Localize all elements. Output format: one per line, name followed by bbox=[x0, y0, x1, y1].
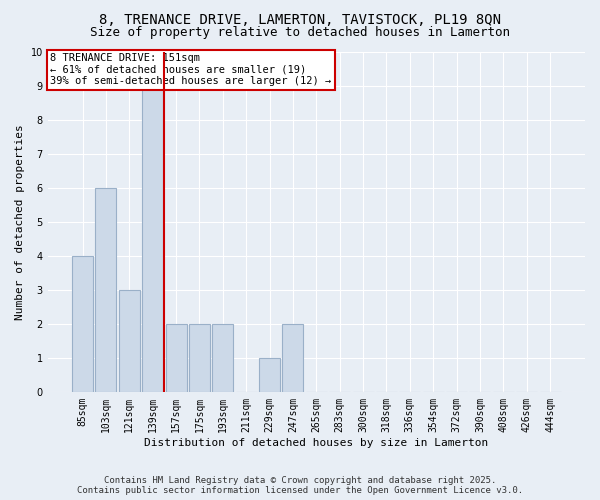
Text: 8, TRENANCE DRIVE, LAMERTON, TAVISTOCK, PL19 8QN: 8, TRENANCE DRIVE, LAMERTON, TAVISTOCK, … bbox=[99, 12, 501, 26]
Bar bbox=[189, 324, 210, 392]
Bar bbox=[283, 324, 304, 392]
Bar bbox=[212, 324, 233, 392]
Bar bbox=[142, 86, 163, 392]
Bar bbox=[166, 324, 187, 392]
X-axis label: Distribution of detached houses by size in Lamerton: Distribution of detached houses by size … bbox=[144, 438, 488, 448]
Bar bbox=[259, 358, 280, 392]
Text: Contains HM Land Registry data © Crown copyright and database right 2025.
Contai: Contains HM Land Registry data © Crown c… bbox=[77, 476, 523, 495]
Y-axis label: Number of detached properties: Number of detached properties bbox=[15, 124, 25, 320]
Bar bbox=[72, 256, 93, 392]
Text: 8 TRENANCE DRIVE: 151sqm
← 61% of detached houses are smaller (19)
39% of semi-d: 8 TRENANCE DRIVE: 151sqm ← 61% of detach… bbox=[50, 53, 332, 86]
Text: Size of property relative to detached houses in Lamerton: Size of property relative to detached ho… bbox=[90, 26, 510, 39]
Bar bbox=[95, 188, 116, 392]
Bar bbox=[119, 290, 140, 392]
